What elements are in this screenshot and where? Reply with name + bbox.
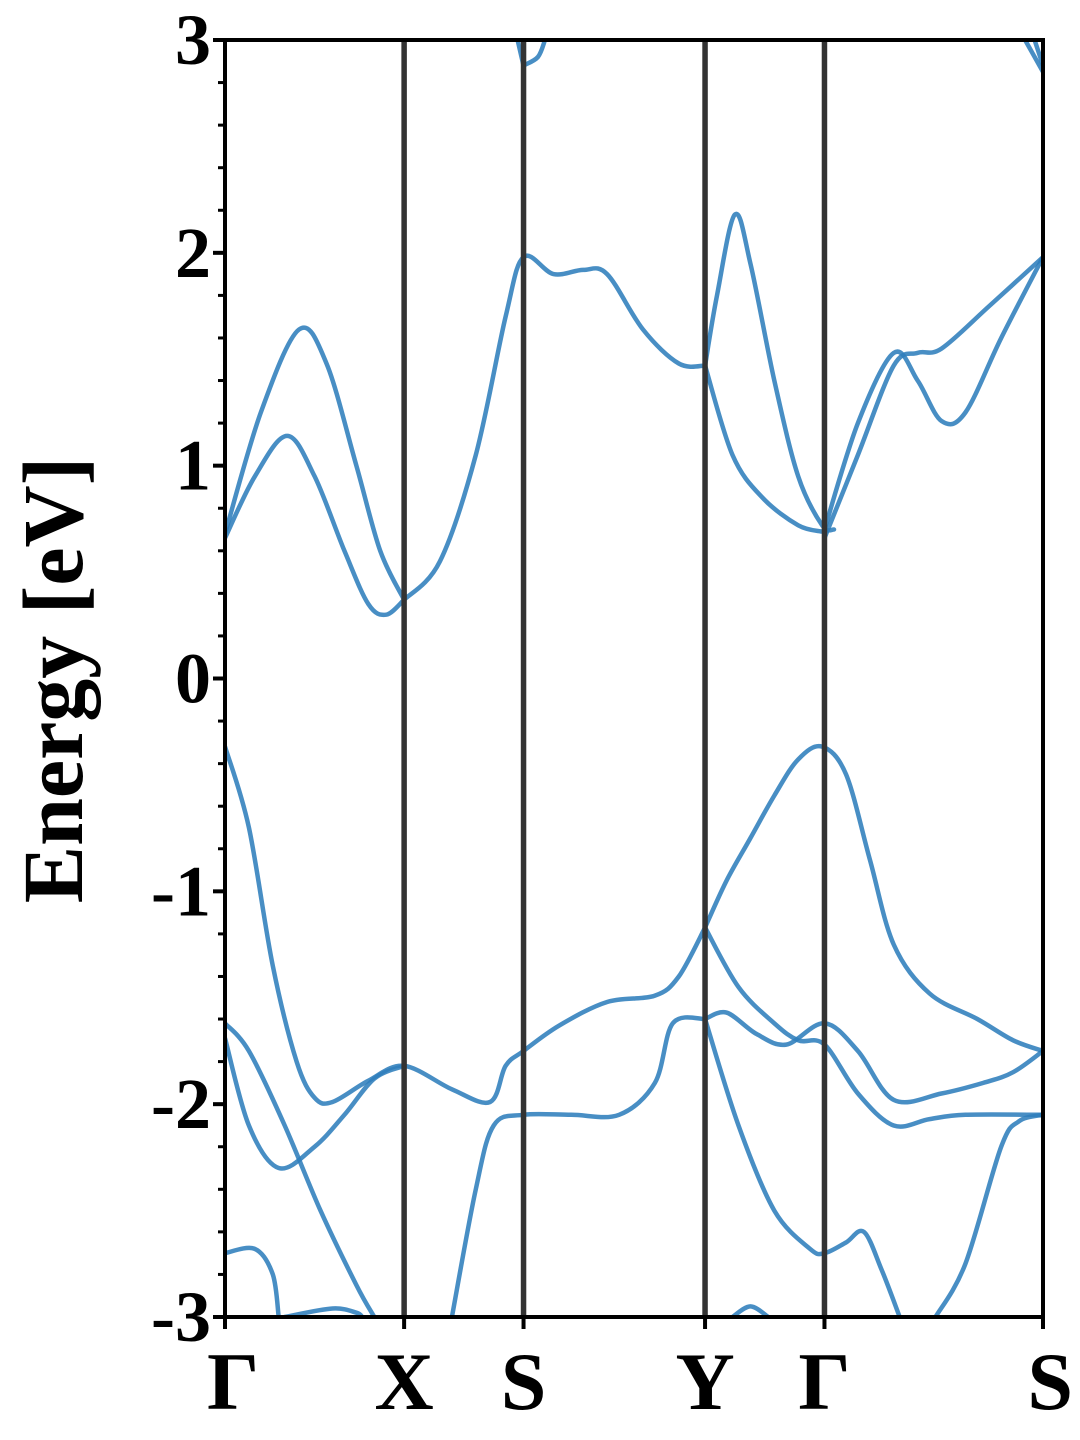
band-line-21 <box>225 1245 281 1317</box>
y-tick-label: 0 <box>175 639 211 719</box>
band-line-6 <box>822 254 1043 541</box>
plot-frame <box>223 38 1045 1319</box>
x-tick-label: Γ <box>798 1336 850 1427</box>
band-line-14 <box>702 925 1043 1129</box>
band-line-3 <box>401 253 708 603</box>
y-tick-label: -3 <box>151 1277 211 1357</box>
y-axis-label: Energy [eV] <box>5 457 101 904</box>
kpoint-separators <box>401 40 828 1317</box>
band-line-5 <box>702 363 825 534</box>
x-tick-label: S <box>1027 1336 1073 1427</box>
y-tick-label: 2 <box>175 213 211 293</box>
band-line-12 <box>225 744 708 1106</box>
y-tick-label: 1 <box>175 426 211 506</box>
band-line-20 <box>933 1112 1043 1317</box>
band-line-13 <box>702 743 1043 1054</box>
x-tick-label: X <box>375 1336 434 1427</box>
band-line-7 <box>822 254 1043 532</box>
x-tick-label: S <box>501 1336 547 1427</box>
band-line-18 <box>702 1009 1043 1105</box>
y-ticks: -3 -2 -1 0 1 2 3 <box>151 0 225 1357</box>
band-line-16 <box>225 1035 407 1171</box>
y-tick-label: -1 <box>151 851 211 931</box>
band-line-8 <box>521 40 548 68</box>
x-tick-label: Γ <box>207 1336 259 1427</box>
band-line-19 <box>702 1016 902 1317</box>
band-line-1 <box>225 433 407 618</box>
band-lines <box>225 40 1043 1317</box>
y-tick-label: -2 <box>151 1064 211 1144</box>
band-line-2 <box>225 325 407 603</box>
band-line-4 <box>702 211 837 533</box>
band-line-15 <box>225 1021 377 1317</box>
band-line-17 <box>449 1015 708 1317</box>
y-tick-label: 3 <box>175 0 211 80</box>
x-tick-label: Y <box>675 1336 734 1427</box>
band-line-23 <box>730 1304 771 1317</box>
